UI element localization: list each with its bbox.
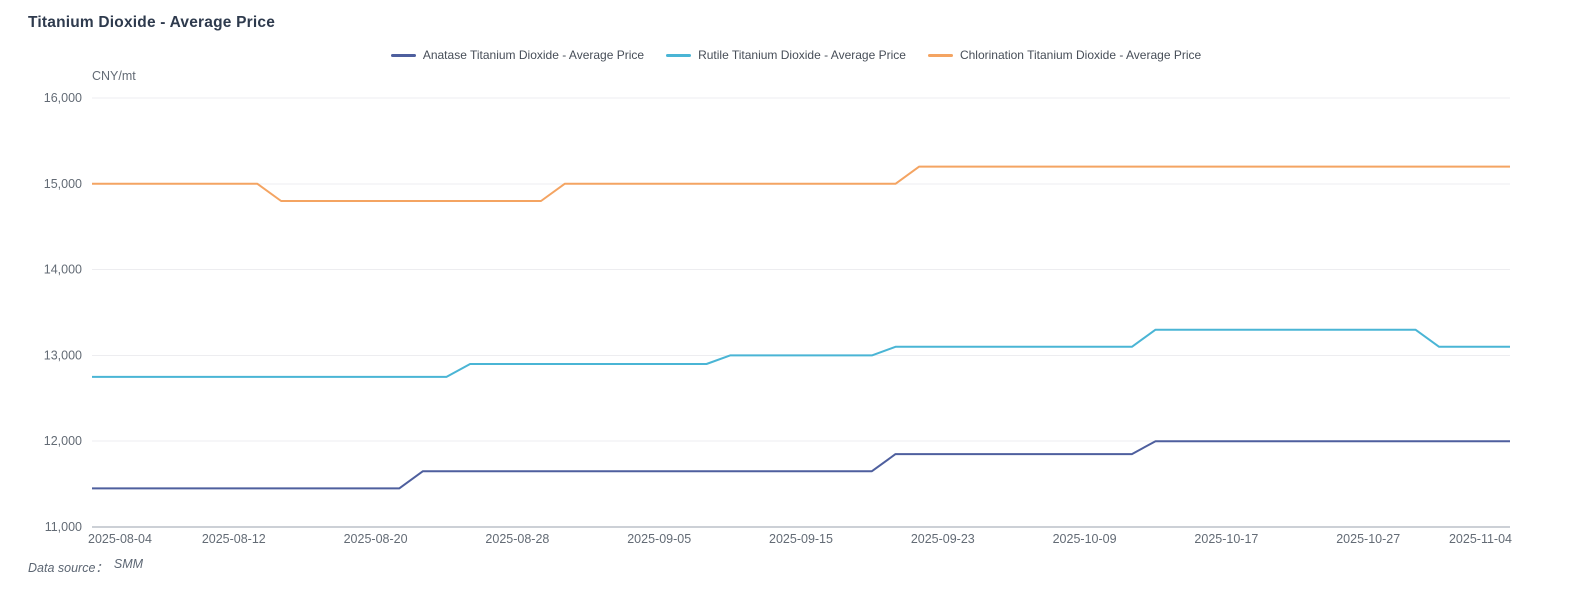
- legend-item-anatase[interactable]: Anatase Titanium Dioxide - Average Price: [390, 48, 645, 62]
- svg-text:14,000: 14,000: [44, 263, 82, 277]
- legend-item-rutile[interactable]: Rutile Titanium Dioxide - Average Price: [666, 48, 906, 62]
- svg-text:2025-09-05: 2025-09-05: [627, 532, 691, 546]
- anatase-line-swatch-icon: [390, 53, 416, 57]
- legend-label-chlorination: Chlorination Titanium Dioxide - Average …: [959, 48, 1202, 62]
- page-title: Titanium Dioxide - Average Price: [28, 14, 276, 31]
- data-source: Data source： SMM: [28, 557, 143, 576]
- chart-legend: Anatase Titanium Dioxide - Average Price…: [0, 48, 1592, 62]
- data-source-value: SMM: [113, 557, 144, 571]
- svg-text:15,000: 15,000: [44, 177, 82, 191]
- svg-text:2025-10-09: 2025-10-09: [1053, 532, 1117, 546]
- chlorination-line-swatch-icon: [927, 53, 953, 57]
- svg-text:2025-08-04: 2025-08-04: [88, 532, 152, 546]
- svg-text:2025-09-15: 2025-09-15: [769, 532, 833, 546]
- svg-text:2025-08-20: 2025-08-20: [344, 532, 408, 546]
- svg-text:2025-11-04: 2025-11-04: [1449, 532, 1512, 546]
- svg-text:13,000: 13,000: [44, 348, 82, 362]
- svg-text:2025-10-17: 2025-10-17: [1194, 532, 1258, 546]
- legend-item-chlorination[interactable]: Chlorination Titanium Dioxide - Average …: [927, 48, 1202, 62]
- data-source-label: Data source：: [28, 561, 108, 575]
- svg-text:2025-08-12: 2025-08-12: [202, 532, 266, 546]
- svg-text:CNY/mt: CNY/mt: [92, 69, 136, 83]
- svg-text:2025-08-28: 2025-08-28: [485, 532, 549, 546]
- legend-label-rutile: Rutile Titanium Dioxide - Average Price: [698, 48, 906, 62]
- svg-text:2025-09-23: 2025-09-23: [911, 532, 975, 546]
- svg-text:16,000: 16,000: [44, 91, 82, 105]
- rutile-line-swatch-icon: [666, 53, 692, 57]
- svg-text:12,000: 12,000: [44, 434, 82, 448]
- svg-text:11,000: 11,000: [45, 520, 82, 534]
- svg-text:2025-10-27: 2025-10-27: [1336, 532, 1400, 546]
- legend-label-anatase: Anatase Titanium Dioxide - Average Price: [422, 48, 645, 62]
